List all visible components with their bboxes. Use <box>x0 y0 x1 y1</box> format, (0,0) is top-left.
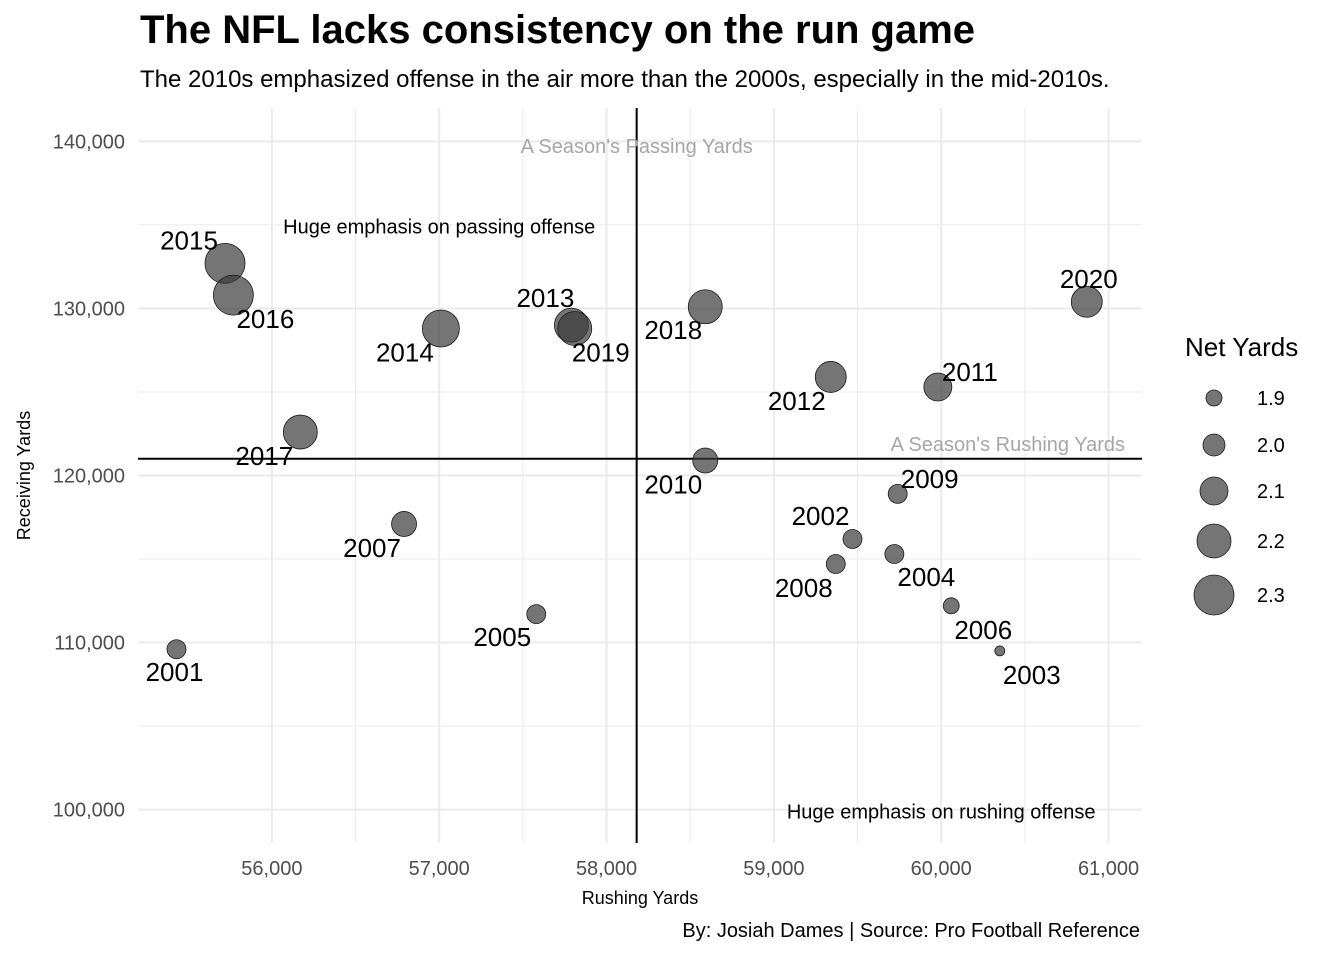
point-label: 2011 <box>942 357 998 387</box>
x-tick-label: 56,000 <box>241 858 302 880</box>
points-layer <box>166 242 1103 660</box>
point-label: 2010 <box>644 469 702 499</box>
legend-title: Net Yards <box>1185 332 1298 362</box>
legend-key <box>1196 523 1232 559</box>
data-point <box>557 311 593 346</box>
point-label: 2014 <box>376 338 434 368</box>
y-tick-label: 100,000 <box>53 800 125 822</box>
chart-title: The NFL lacks consistency on the run gam… <box>140 8 976 52</box>
legend-label: 2.2 <box>1257 531 1285 553</box>
data-point <box>166 639 187 660</box>
point-label: 2003 <box>1003 660 1061 690</box>
data-point <box>884 544 905 564</box>
y-tick-label: 130,000 <box>53 298 125 320</box>
data-point <box>842 529 863 549</box>
point-label: 2015 <box>160 225 218 255</box>
point-label: 2004 <box>897 562 955 592</box>
point-label: 2020 <box>1060 264 1118 294</box>
x-tick-label: 61,000 <box>1078 858 1139 880</box>
point-labels-layer: Huge emphasis on passing offense Huge emp… <box>146 217 1118 824</box>
point-label: 2002 <box>792 501 850 531</box>
legend-label: 1.9 <box>1257 388 1285 410</box>
x-tick-label: 59,000 <box>743 858 804 880</box>
chart-caption: By: Josiah Dames | Source: Pro Football … <box>682 920 1140 942</box>
data-point <box>391 511 417 537</box>
point-label: 2016 <box>236 304 294 334</box>
legend-label: 2.3 <box>1257 585 1285 607</box>
grid-layer <box>138 108 1142 843</box>
annotation: Huge emphasis on passing offense <box>283 217 595 239</box>
data-point <box>887 483 908 504</box>
point-label: 2013 <box>516 283 574 313</box>
data-point <box>212 274 254 316</box>
y-axis-title: Receiving Yards <box>14 411 34 540</box>
axes-layer: 56,000 57,000 58,000 59,000 60,000 61,000 100,… <box>14 131 1139 908</box>
data-point <box>825 554 846 574</box>
x-tick-label: 60,000 <box>911 858 972 880</box>
legend-key <box>1199 476 1229 506</box>
reference-lines: A Season's Passing Yards A Season's Rushi… <box>138 108 1142 843</box>
legend-key <box>1193 574 1235 616</box>
data-point <box>1070 285 1103 318</box>
point-label: 2005 <box>473 622 531 652</box>
x-tick-label: 57,000 <box>409 858 470 880</box>
data-point <box>994 645 1006 657</box>
point-label: 2006 <box>954 615 1012 645</box>
x-axis-title: Rushing Yards <box>582 888 698 908</box>
vertical-reference-label: A Season's Passing Yards <box>521 136 753 158</box>
y-tick-label: 120,000 <box>53 466 125 488</box>
point-label: 2018 <box>644 315 702 345</box>
data-point <box>923 372 953 402</box>
size-legend: Net Yards 1.9 2.0 2.1 2.2 2.3 <box>1185 332 1298 616</box>
legend-key <box>1202 433 1226 457</box>
data-point <box>942 597 960 615</box>
point-label: 2008 <box>775 573 833 603</box>
y-tick-label: 140,000 <box>53 131 125 153</box>
point-label: 2019 <box>572 338 630 368</box>
data-point <box>814 361 847 393</box>
point-label: 2017 <box>235 441 293 471</box>
x-tick-label: 58,000 <box>576 858 637 880</box>
data-point <box>692 447 719 474</box>
point-label: 2009 <box>901 464 959 494</box>
chart-subtitle: The 2010s emphasized offense in the air … <box>140 66 1110 93</box>
point-label: 2007 <box>343 533 401 563</box>
data-point <box>421 309 460 348</box>
point-label: 2012 <box>768 386 826 416</box>
data-point <box>687 289 723 325</box>
data-point <box>282 414 318 450</box>
legend-key <box>1205 389 1223 407</box>
data-point <box>526 604 547 625</box>
y-tick-label: 110,000 <box>54 633 125 655</box>
horizontal-reference-label: A Season's Rushing Yards <box>891 434 1125 456</box>
legend-label: 2.1 <box>1257 481 1285 503</box>
annotation: Huge emphasis on rushing offense <box>787 801 1096 823</box>
legend-label: 2.0 <box>1257 435 1285 457</box>
point-label: 2001 <box>146 657 204 687</box>
